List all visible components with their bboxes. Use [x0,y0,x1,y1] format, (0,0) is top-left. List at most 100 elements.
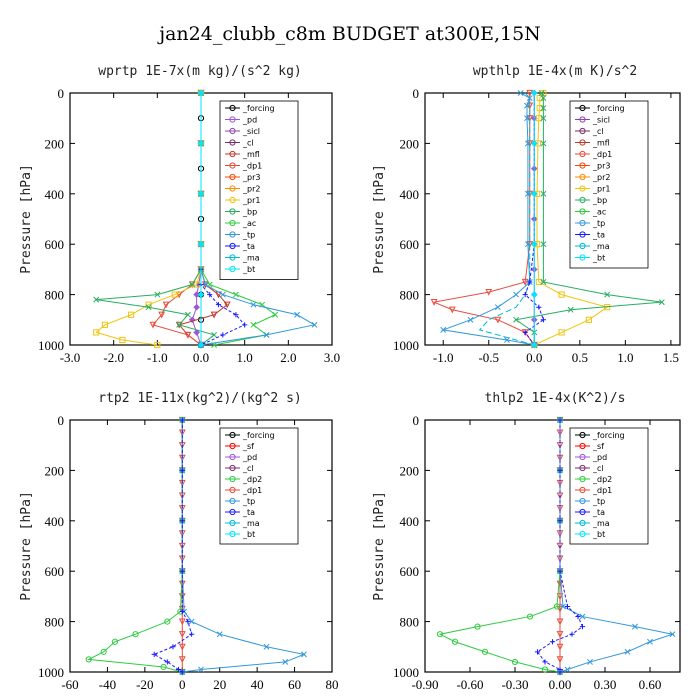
data-point [164,618,171,625]
y-tick-label: 400 [45,187,65,202]
data-point [179,608,185,615]
data-point [154,291,161,298]
legend-label: _ta [592,508,605,517]
legend-marker [579,116,586,123]
legend-marker [579,464,586,472]
data-point [534,649,541,655]
data-point [524,102,530,109]
legend-marker [229,173,236,181]
data-point [201,281,209,289]
data-point [536,304,542,310]
x-tick-label: 20 [213,677,226,692]
legend-label: _ac [242,219,256,228]
data-point [216,631,223,638]
data-point [535,115,542,122]
data-point [171,291,178,298]
y-tick-label: 0 [58,413,65,428]
legend-label: _pr2 [592,173,610,182]
chart-panel-2: wpthlp 1E-4x(m K)/s^2 Pressure [hPa] -1.0 -… [372,64,681,365]
legend-marker [229,442,236,450]
x-tick-label: 0.0 [526,350,542,365]
data-point [263,643,270,650]
legend-label: _pr3 [592,162,610,171]
data-point [511,658,519,666]
x-tick-label: -0.90 [411,677,438,692]
x-tick-label: -60 [61,677,78,692]
data-point [540,115,547,122]
legend-label: _bt [592,254,605,263]
data-point [587,658,593,665]
legend-marker [579,475,586,483]
series-line-tp [441,92,535,346]
data-point [179,669,185,675]
chart-panel-1: wprtp 1E-7x(m kg)/(s^2 kg) Pressure [hPa]… [19,64,340,365]
chart-panel-4: thlp2 1E-4x(K^2)/s Pressure [hPa] -0.90 -0.… [372,391,681,692]
data-point [207,292,213,298]
data-point [179,518,185,524]
x-tick-label: -3.0 [60,350,81,365]
data-point [145,304,152,311]
x-tick-label: 1.0 [617,350,633,365]
data-point [188,618,195,625]
data-point [197,341,205,349]
data-point [538,90,545,96]
legend-marker [579,530,586,538]
y-tick-label: 400 [45,514,65,529]
legend-label: _ma [592,519,610,528]
y-tick-label: 400 [400,514,420,529]
legend-label: _bt [592,530,605,539]
data-point [557,417,563,423]
data-point [474,623,481,630]
data-point [579,624,586,630]
legend-marker [579,162,586,169]
legend-marker [579,508,586,516]
y-tick-label: 1000 [393,338,419,353]
x-tick-label: -0.30 [501,677,528,692]
legend-marker [579,208,586,215]
data-point [178,643,186,651]
x-tick-label: 1.0 [237,350,253,365]
y-tick-label: 800 [45,288,65,303]
data-point [632,623,638,630]
legend-label: _ma [592,242,610,251]
legend-marker [229,208,236,215]
y-axis-label: Pressure [hPa] [19,491,34,601]
legend-label: _ta [592,231,605,240]
data-point [540,317,546,323]
legend-label: _bp [242,208,257,217]
x-tick-label: 60 [288,677,301,692]
data-point [158,311,166,319]
legend-marker [229,196,236,204]
legend-marker [579,173,586,181]
legend-label: _tp [242,497,255,506]
panels-group: wprtp 1E-7x(m kg)/(s^2 kg) Pressure [hPa]… [19,64,681,692]
x-tick-label: -1.0 [433,350,454,365]
legend-marker [229,486,236,494]
data-point [557,518,563,524]
data-point [210,311,218,319]
data-point [522,292,528,298]
legend-label: _bt [242,265,255,274]
y-tick-label: 0 [413,86,420,101]
y-tick-label: 400 [400,187,420,202]
legend-label: _sicl [592,116,610,125]
legend-label: _cl [242,464,254,473]
data-point [223,301,231,309]
legend-marker [229,265,236,273]
legend-label: _pr3 [242,173,260,182]
y-tick-label: 800 [400,615,420,630]
data-point [294,311,301,318]
series-line-ta [153,420,193,673]
data-point [189,631,195,637]
legend-label: _ac [592,208,606,217]
legend-label: _mfl [592,139,610,148]
data-point [149,321,157,329]
data-point [540,95,547,101]
y-tick-label: 1000 [393,665,419,680]
series-line-dp1 [432,93,535,346]
legend-marker [579,104,586,112]
data-point [624,648,631,655]
x-tick-label: 40 [251,677,264,692]
legend-marker [229,475,236,483]
series-line-ma [478,92,535,346]
